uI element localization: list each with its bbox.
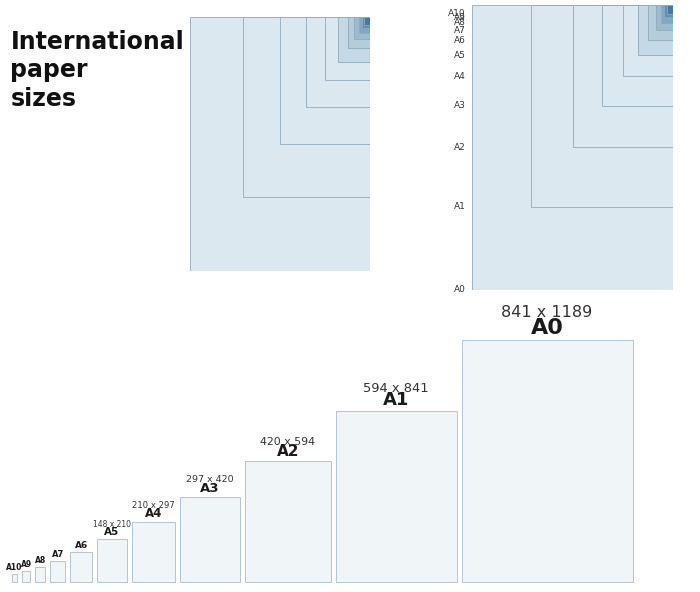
Text: 594 x 841: 594 x 841 — [363, 381, 429, 394]
Bar — [243, 17, 370, 197]
Text: A9: A9 — [20, 561, 32, 570]
Bar — [180, 497, 240, 582]
Text: A10: A10 — [6, 564, 23, 572]
Text: 297 x 420: 297 x 420 — [186, 475, 234, 484]
Bar — [602, 5, 673, 106]
Bar — [354, 17, 370, 39]
Bar — [667, 5, 673, 14]
Text: A10: A10 — [448, 9, 466, 18]
Bar — [623, 5, 673, 76]
Text: 841 x 1189: 841 x 1189 — [501, 305, 593, 320]
Text: A8: A8 — [454, 18, 466, 27]
Text: A2: A2 — [454, 143, 466, 152]
Bar — [347, 17, 370, 49]
Text: International
paper
sizes: International paper sizes — [10, 30, 184, 111]
Bar — [245, 461, 330, 582]
Bar — [35, 567, 46, 582]
Text: A3: A3 — [454, 101, 466, 110]
Bar — [12, 574, 18, 582]
Bar — [638, 5, 673, 55]
Text: A6: A6 — [74, 541, 88, 550]
Text: A5: A5 — [104, 527, 120, 538]
Bar — [325, 17, 370, 81]
Text: A4: A4 — [454, 72, 466, 81]
Bar — [71, 552, 92, 582]
Bar — [573, 5, 673, 147]
Bar — [22, 571, 30, 582]
Text: 148 x 210: 148 x 210 — [93, 520, 131, 529]
Text: 420 x 594: 420 x 594 — [260, 437, 316, 447]
Text: A4: A4 — [145, 507, 162, 520]
Text: A6: A6 — [454, 36, 466, 45]
Text: A5: A5 — [454, 51, 466, 60]
Bar — [661, 5, 673, 22]
Bar — [307, 17, 370, 107]
Bar — [664, 5, 673, 18]
Bar — [656, 5, 673, 30]
Text: A1: A1 — [383, 391, 410, 409]
Bar — [132, 522, 175, 582]
Bar — [50, 561, 66, 582]
Text: A2: A2 — [276, 444, 299, 459]
Bar — [362, 17, 370, 28]
Bar — [648, 5, 673, 40]
Bar — [359, 17, 370, 33]
Bar — [461, 340, 633, 582]
Bar — [365, 17, 370, 25]
Bar — [531, 5, 673, 207]
Text: A0: A0 — [454, 285, 466, 294]
Text: A7: A7 — [52, 549, 64, 559]
Text: A1: A1 — [454, 202, 466, 211]
Text: A0: A0 — [531, 318, 564, 338]
Bar — [97, 539, 127, 582]
Text: A8: A8 — [34, 556, 46, 565]
Text: A7: A7 — [454, 25, 466, 35]
Bar — [280, 17, 370, 144]
Text: A3: A3 — [200, 481, 220, 494]
Text: A9: A9 — [454, 13, 466, 22]
Text: 210 x 297: 210 x 297 — [132, 501, 175, 510]
Bar — [335, 411, 456, 582]
Bar — [338, 17, 370, 62]
